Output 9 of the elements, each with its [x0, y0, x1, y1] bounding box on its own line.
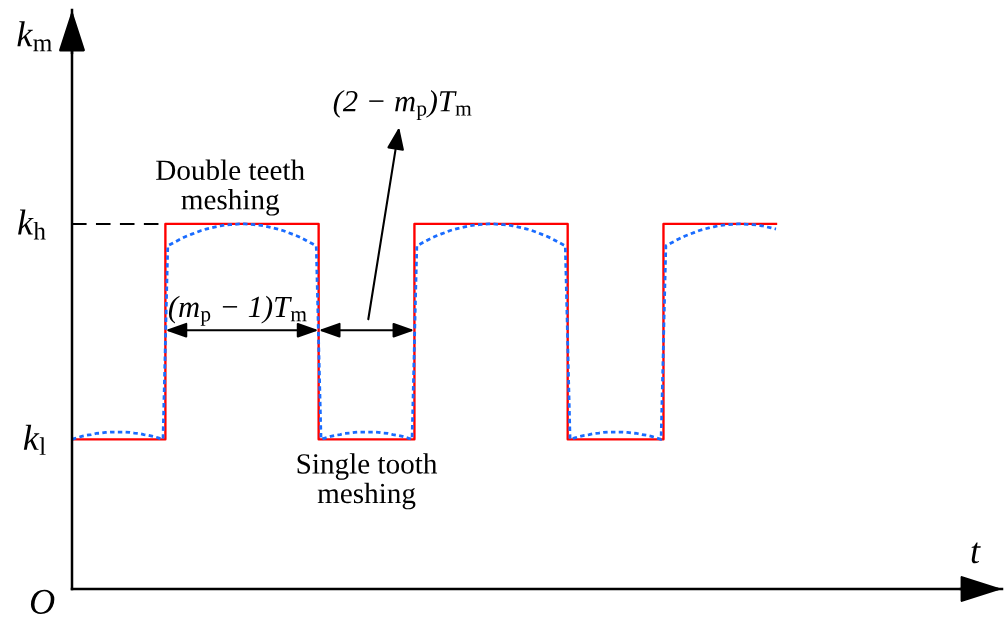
text: (2 − m$_{p}$)T$_{m}$ [333, 90, 472, 121]
annotation: (m$_{p}$ − 1)T$_{m}$ [168, 295, 307, 326]
text: t [971, 542, 981, 564]
ref-line-label: k$_{h}$ [18, 209, 46, 240]
text: k$_{l}$ [23, 424, 46, 455]
annotation: Double teeth meshing [156, 159, 305, 216]
text: O [30, 589, 55, 615]
annotation: Single tooth meshing [297, 453, 438, 510]
y-axis-title: k$_{m}$ [17, 21, 52, 52]
